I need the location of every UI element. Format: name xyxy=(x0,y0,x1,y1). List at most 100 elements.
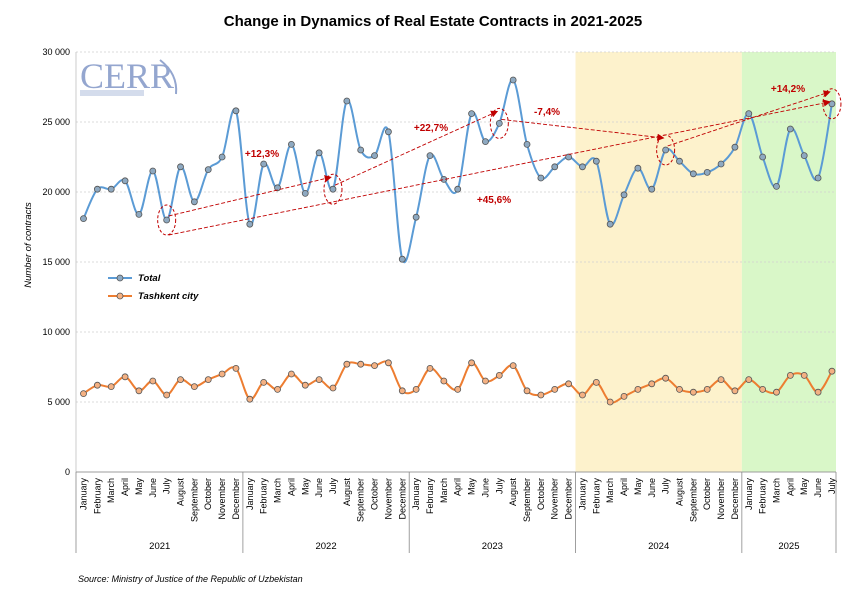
annotation-label: +22,7% xyxy=(414,123,448,134)
data-point-tashkent xyxy=(454,385,462,393)
data-point-tashkent xyxy=(828,367,836,375)
data-point-tashkent xyxy=(592,378,600,386)
legend-label-total: Total xyxy=(138,273,161,284)
data-point-total xyxy=(287,140,295,148)
x-tick-label: August xyxy=(342,478,352,507)
data-point-total xyxy=(454,185,462,193)
x-tick-label: April xyxy=(120,478,130,496)
data-point-total xyxy=(204,166,212,174)
data-point-total xyxy=(814,174,822,182)
data-point-total xyxy=(703,168,711,176)
data-point-tashkent xyxy=(426,364,434,372)
data-point-tashkent xyxy=(800,371,808,379)
y-axis: 0 5 000 10 000 15 000 20 000 25 000 30 000 xyxy=(42,47,77,477)
data-point-total xyxy=(551,163,559,171)
data-point-total xyxy=(232,107,240,115)
x-tick-label: September xyxy=(688,478,698,522)
annotation-label: +14,2% xyxy=(771,84,805,95)
data-point-total xyxy=(648,185,656,193)
x-tick-label: February xyxy=(591,478,601,515)
y-tick-label: 20 000 xyxy=(42,187,70,197)
x-tick-label: June xyxy=(813,478,823,498)
data-point-tashkent xyxy=(731,387,739,395)
data-point-tashkent xyxy=(689,388,697,396)
annotation-arrow xyxy=(667,90,831,147)
x-tick-label: December xyxy=(564,478,574,520)
year-label: 2023 xyxy=(482,541,503,552)
data-point-total xyxy=(773,182,780,190)
data-point-total xyxy=(759,153,767,161)
x-tick-label: July xyxy=(827,478,837,495)
data-point-tashkent xyxy=(717,376,725,384)
data-point-tashkent xyxy=(246,395,254,403)
data-point-total xyxy=(620,191,628,199)
data-point-tashkent xyxy=(385,359,392,367)
data-point-total xyxy=(731,143,739,151)
data-point-tashkent xyxy=(357,360,365,368)
x-tick-label: August xyxy=(176,478,186,507)
x-tick-label: November xyxy=(383,478,393,520)
data-point-tashkent xyxy=(759,385,767,393)
annotations-layer: +12,3% +22,7% -7,4% +14,2% +45,6% xyxy=(157,84,842,236)
data-point-total xyxy=(689,170,697,178)
annotation-label: +12,3% xyxy=(245,149,279,160)
data-point-tashkent xyxy=(93,381,101,389)
data-point-total xyxy=(329,185,337,193)
x-tick-label: November xyxy=(217,478,227,520)
data-point-total xyxy=(135,210,143,218)
x-tick-label: October xyxy=(536,478,546,510)
highlight-band-2024 xyxy=(575,52,742,472)
x-tick-label: August xyxy=(674,478,684,507)
data-point-total xyxy=(260,160,268,168)
data-point-tashkent xyxy=(412,385,420,393)
data-point-total xyxy=(246,220,254,228)
data-point-tashkent xyxy=(482,377,489,385)
x-tick-label: July xyxy=(162,478,172,495)
data-point-total xyxy=(80,215,87,223)
x-tick-label: March xyxy=(605,478,615,503)
data-point-total xyxy=(509,76,517,84)
x-tick-label: October xyxy=(203,478,213,510)
y-tick-label: 5 000 xyxy=(47,397,70,407)
data-point-total xyxy=(592,157,600,165)
annotation-arrow xyxy=(501,118,665,141)
data-point-total xyxy=(745,110,753,117)
year-label: 2021 xyxy=(149,541,170,552)
x-tick-label: May xyxy=(633,478,643,496)
data-point-total xyxy=(93,185,101,193)
source-note: Source: Ministry of Justice of the Repub… xyxy=(78,574,303,584)
data-point-total xyxy=(606,220,614,228)
x-tick-label: May xyxy=(134,478,144,496)
data-point-tashkent xyxy=(551,385,559,393)
chart-title: Change in Dynamics of Real Estate Contra… xyxy=(224,13,642,30)
y-tick-label: 0 xyxy=(65,467,70,477)
year-label: 2025 xyxy=(778,541,799,552)
x-tick-label: March xyxy=(106,478,116,503)
cerr-logo: CERR xyxy=(80,56,178,96)
x-tick-label: January xyxy=(79,478,89,511)
x-tick-label: April xyxy=(453,478,463,496)
series-layer xyxy=(80,76,836,406)
data-point-tashkent xyxy=(315,376,323,384)
data-point-total xyxy=(523,140,531,148)
data-point-total xyxy=(398,255,406,263)
x-axis: January February March April May June July Augu… xyxy=(75,471,837,553)
x-tick-label: November xyxy=(716,478,726,520)
x-tick-label: February xyxy=(92,478,102,515)
x-tick-label: February xyxy=(425,478,435,515)
x-tick-label: January xyxy=(245,478,255,511)
data-point-total xyxy=(537,174,545,182)
data-point-total xyxy=(412,213,420,221)
highlight-ellipse xyxy=(323,173,343,205)
x-tick-label: May xyxy=(799,478,809,496)
svg-text:CERR: CERR xyxy=(80,56,174,96)
data-point-total xyxy=(495,120,503,127)
data-point-total xyxy=(579,163,586,171)
legend-label-tashkent: Tashkent city xyxy=(138,291,199,302)
data-point-tashkent xyxy=(107,383,115,391)
data-point-tashkent xyxy=(703,385,711,393)
data-point-tashkent xyxy=(190,383,198,391)
x-tick-label: October xyxy=(370,478,380,510)
x-tick-label: August xyxy=(508,478,518,507)
